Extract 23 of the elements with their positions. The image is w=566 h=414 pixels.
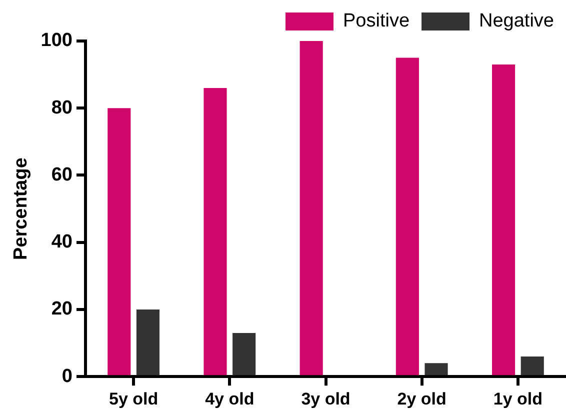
bar	[424, 363, 448, 376]
legend-label: Positive	[342, 10, 410, 32]
bar	[520, 356, 544, 376]
y-tick-label: 80	[51, 97, 72, 118]
y-tick-label: 0	[62, 366, 72, 387]
bar	[108, 108, 131, 376]
y-tick-label: 60	[51, 164, 72, 186]
bar	[492, 64, 516, 376]
x-tick-label: 4y old	[205, 389, 254, 408]
legend-label: Negative	[479, 10, 554, 32]
x-tick-label: 1y old	[493, 389, 543, 408]
x-tick-label: 3y old	[301, 389, 350, 408]
bar	[232, 332, 256, 376]
y-tick-label: 40	[51, 232, 72, 253]
bar	[300, 41, 323, 376]
x-tick-label: 5y old	[108, 389, 158, 408]
bar	[396, 58, 419, 376]
x-tick-label: 2y old	[397, 389, 446, 408]
bar	[136, 309, 160, 376]
bar	[204, 88, 227, 376]
y-tick-label: 20	[51, 298, 72, 320]
y-tick-label: 100	[40, 30, 72, 52]
y-axis-title: Percentage	[10, 158, 32, 260]
